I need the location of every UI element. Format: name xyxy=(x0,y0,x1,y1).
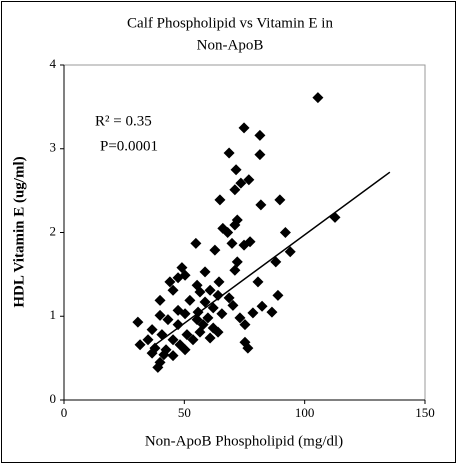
point xyxy=(179,308,191,320)
point xyxy=(164,276,176,288)
point xyxy=(216,308,228,320)
annotation: R² = 0.35 xyxy=(95,113,152,129)
point xyxy=(184,294,196,306)
point xyxy=(158,349,170,361)
x-axis-label: Non-ApoB Phospholipid (mg/dl) xyxy=(145,433,343,449)
point xyxy=(154,294,166,306)
point xyxy=(212,326,224,338)
chart-title: Non-ApoB xyxy=(197,37,264,53)
point xyxy=(202,312,214,324)
point xyxy=(229,264,241,276)
point xyxy=(142,334,154,346)
point xyxy=(231,256,243,268)
point xyxy=(222,227,234,238)
point xyxy=(242,342,254,354)
point xyxy=(167,350,179,362)
point xyxy=(252,276,264,288)
chart-title: Calf Phospholipid vs Vitamin E in xyxy=(127,15,333,31)
point xyxy=(238,239,250,251)
point xyxy=(254,129,266,141)
point xyxy=(204,284,216,296)
point xyxy=(229,184,241,196)
point xyxy=(207,302,219,314)
x-tick-label: 0 xyxy=(61,405,68,420)
y-tick-label: 0 xyxy=(50,391,57,406)
point xyxy=(134,339,146,351)
point xyxy=(132,316,144,328)
point xyxy=(256,300,268,312)
point xyxy=(279,227,291,238)
point xyxy=(230,164,242,176)
point xyxy=(162,314,174,326)
point xyxy=(234,312,246,324)
point xyxy=(194,326,206,338)
point xyxy=(190,237,202,249)
point xyxy=(223,292,235,304)
annotation: P=0.0001 xyxy=(100,138,158,154)
point xyxy=(199,266,211,278)
point xyxy=(146,324,158,336)
point xyxy=(154,309,166,321)
point xyxy=(204,332,216,344)
point xyxy=(209,244,221,256)
point xyxy=(238,122,250,134)
point xyxy=(199,296,211,308)
point xyxy=(235,177,247,189)
point xyxy=(152,361,164,373)
point xyxy=(312,92,324,104)
y-axis-label: HDL Vitamin E (ug/ml) xyxy=(11,156,27,307)
point xyxy=(229,219,241,231)
point xyxy=(274,194,286,206)
point xyxy=(226,237,238,249)
point xyxy=(179,344,191,356)
point xyxy=(187,334,199,346)
point xyxy=(167,284,179,296)
point xyxy=(172,272,184,284)
point xyxy=(212,289,224,301)
point xyxy=(239,319,251,331)
point xyxy=(167,334,179,346)
x-tick-label: 150 xyxy=(415,405,435,420)
y-tick-label: 4 xyxy=(50,56,57,71)
point xyxy=(194,286,206,298)
y-tick-label: 3 xyxy=(50,140,57,155)
point xyxy=(146,347,158,359)
point xyxy=(284,246,296,258)
point xyxy=(266,306,278,318)
point xyxy=(172,319,184,331)
y-tick-label: 2 xyxy=(50,223,57,238)
point xyxy=(214,194,226,206)
x-tick-label: 50 xyxy=(178,405,191,420)
point xyxy=(243,174,255,186)
point xyxy=(227,299,239,311)
point xyxy=(247,307,259,319)
trend-line xyxy=(150,171,391,349)
point xyxy=(272,289,284,301)
y-tick-label: 1 xyxy=(50,307,57,322)
point xyxy=(223,147,235,159)
point xyxy=(254,149,266,161)
x-tick-label: 100 xyxy=(295,405,315,420)
point xyxy=(181,329,193,341)
point xyxy=(255,199,267,211)
point xyxy=(270,256,282,268)
point xyxy=(213,276,225,288)
